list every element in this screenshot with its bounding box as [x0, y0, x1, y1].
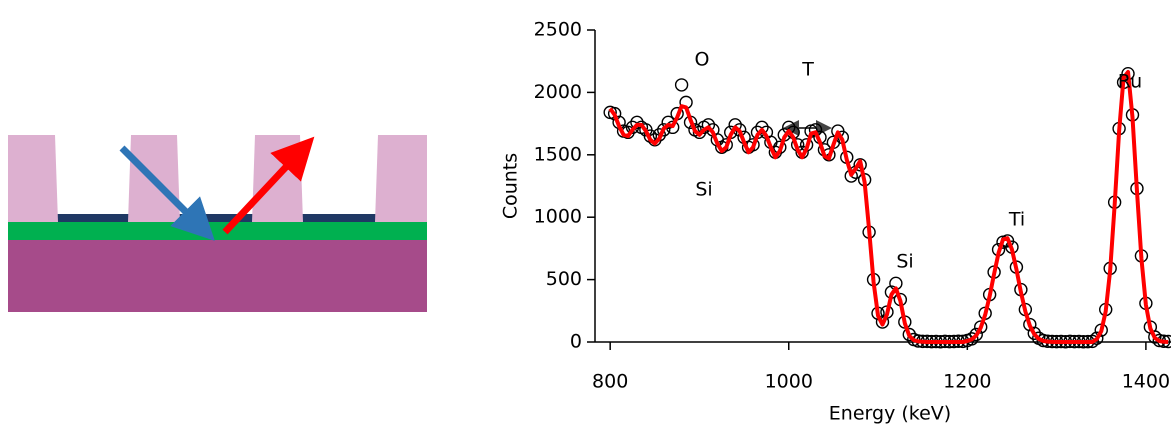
annotation: T: [801, 59, 814, 81]
substrate: [8, 240, 427, 312]
thin-film: [55, 214, 385, 222]
x-axis-label: Energy (keV): [829, 403, 951, 425]
x-tick-label: 1000: [765, 371, 813, 393]
x-tick-label: 1400: [1122, 371, 1170, 393]
y-tick-label: 2500: [534, 19, 582, 41]
y-tick-label: 1000: [534, 206, 582, 228]
annotation: Si: [695, 179, 712, 201]
chart: Energy (keV) Counts 0 500 1000 1500 2000 2500…: [500, 19, 1171, 425]
sample-diagram: [8, 135, 427, 312]
data-point: [676, 79, 688, 91]
y-axis-label: Counts: [500, 153, 522, 219]
y-tick-label: 0: [570, 331, 582, 353]
pillar: [8, 135, 58, 222]
y-tick-label: 500: [546, 268, 582, 290]
annotation: Ru: [1118, 71, 1142, 93]
layer: [8, 222, 427, 240]
annotation: Si: [896, 251, 913, 273]
y-tick-label: 2000: [534, 81, 582, 103]
y-tick-label: 1500: [534, 143, 582, 165]
annotation: Ti: [1008, 209, 1025, 231]
x-tick-label: 1200: [943, 371, 991, 393]
fit-line: [610, 72, 1168, 342]
annotation: O: [695, 49, 710, 71]
x-tick-label: 800: [592, 371, 628, 393]
pillar: [375, 135, 427, 222]
